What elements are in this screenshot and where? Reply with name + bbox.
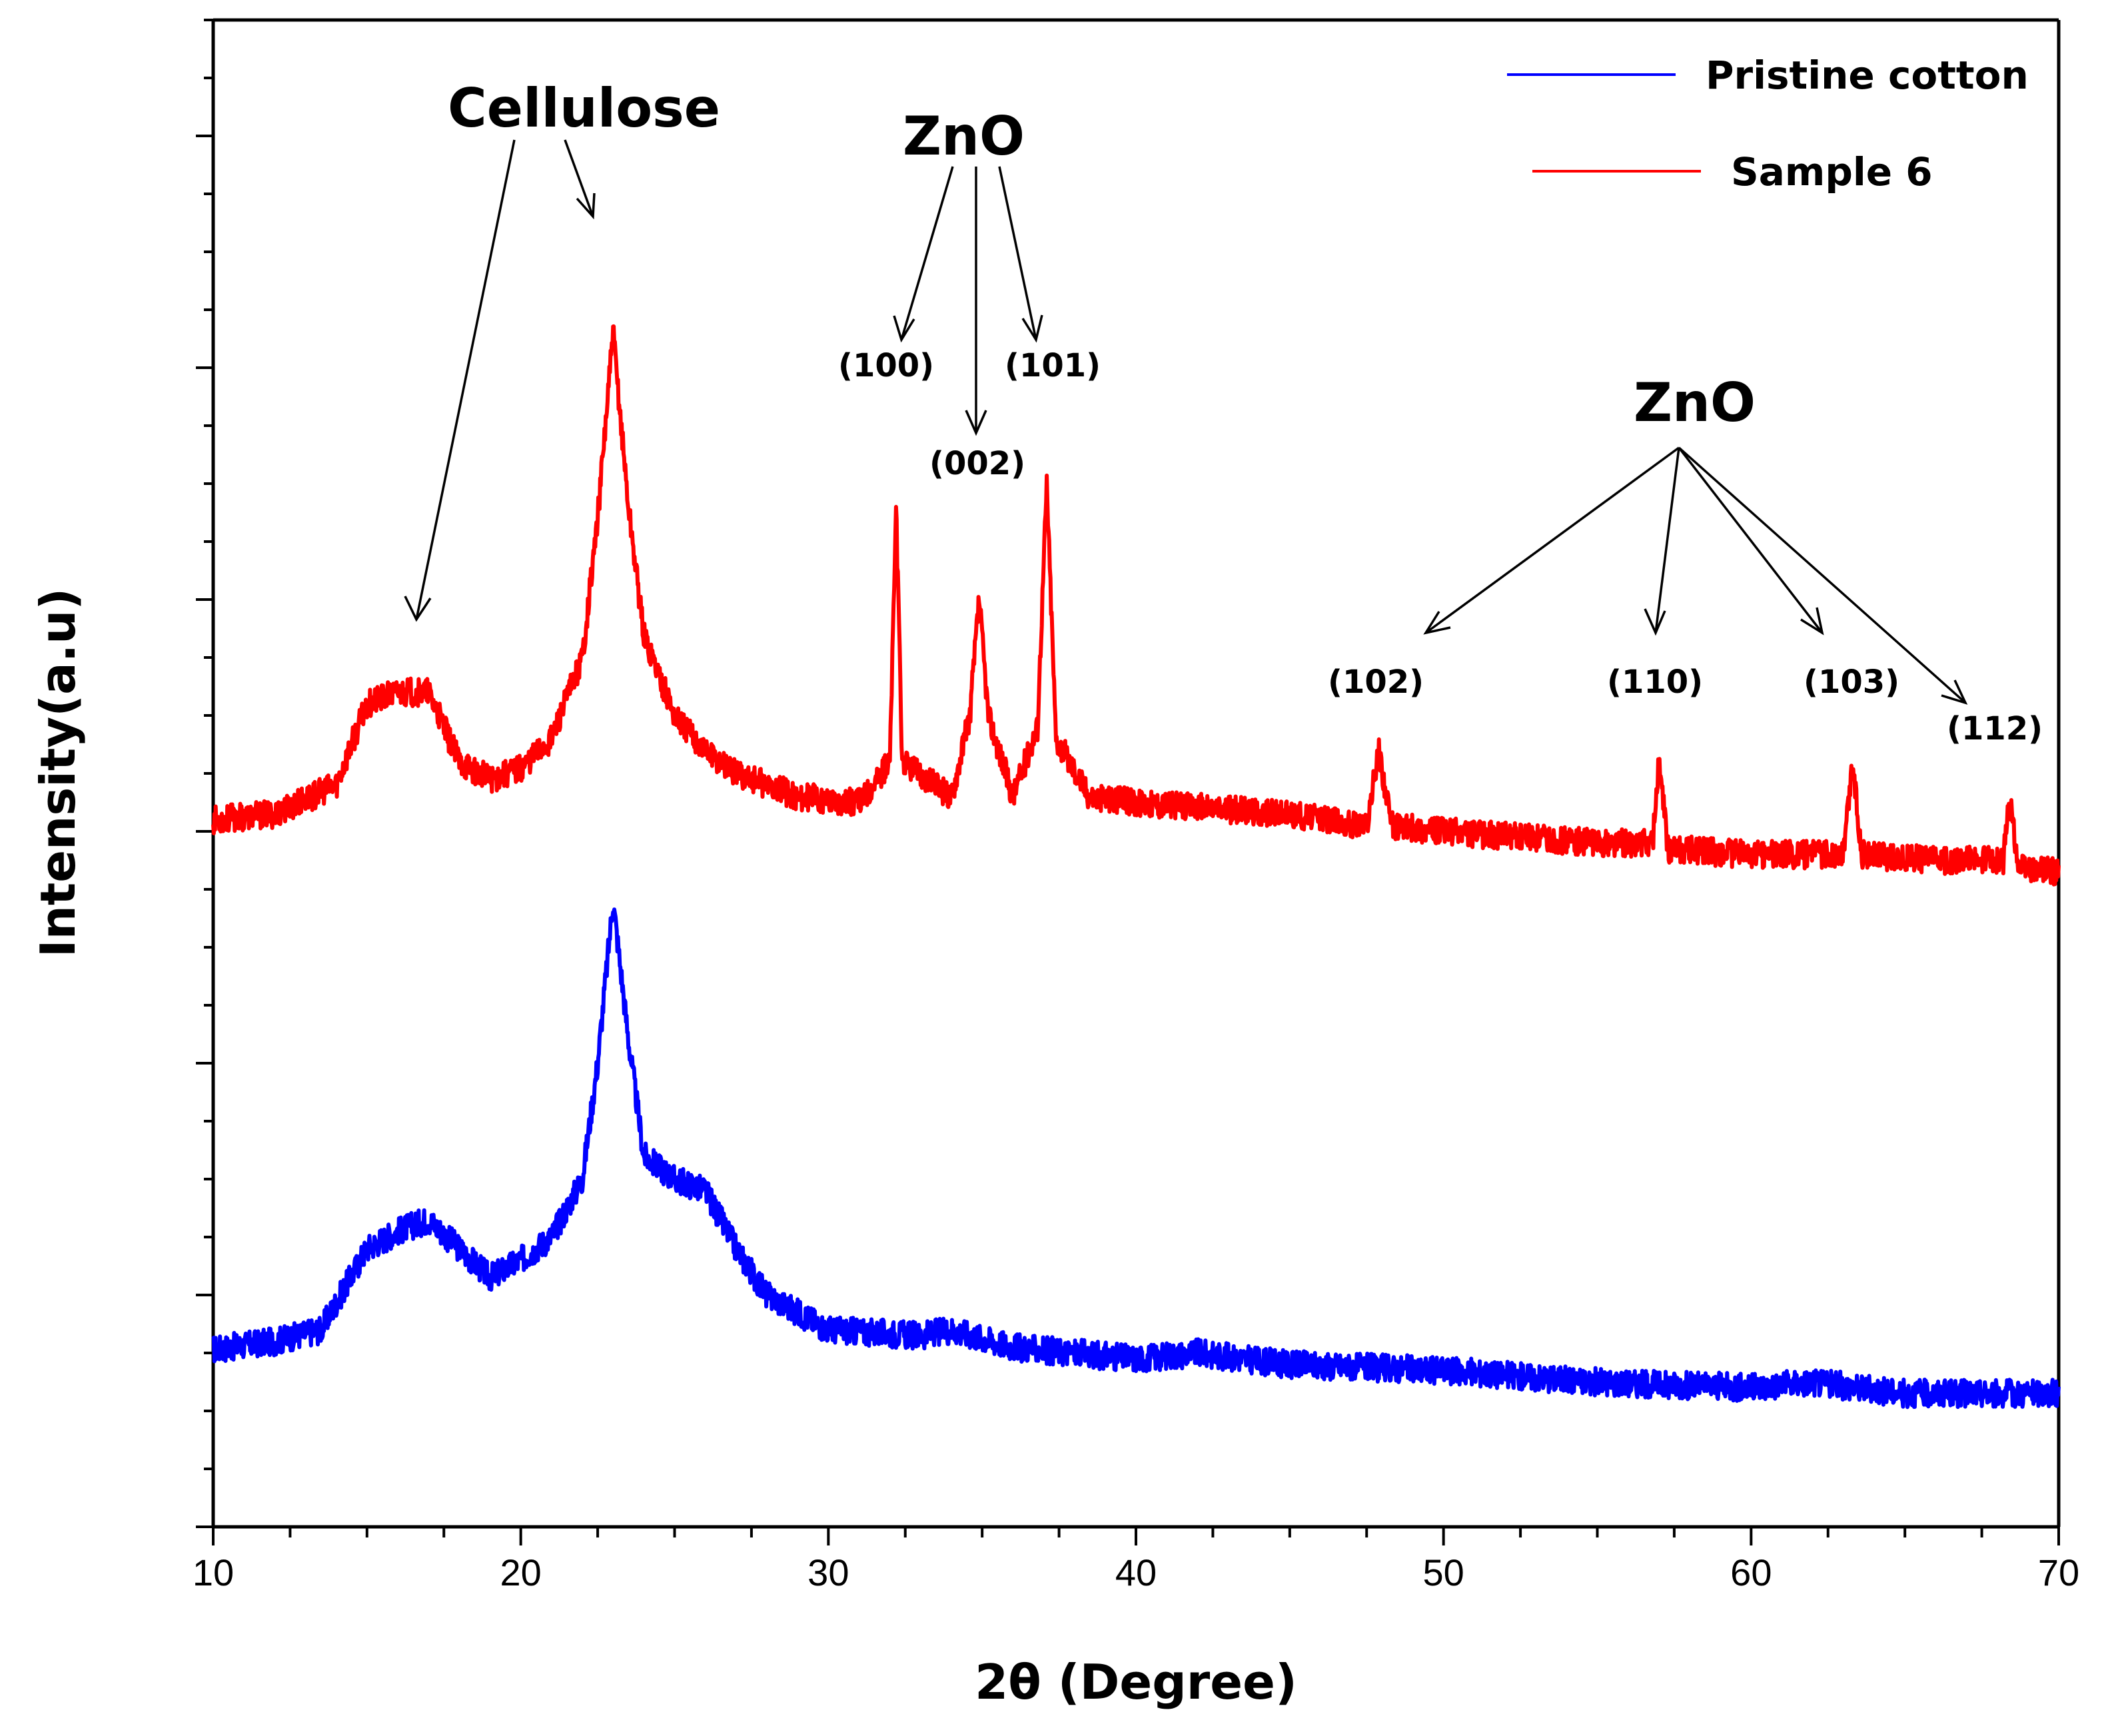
arrow-zno-112 — [1678, 446, 1967, 704]
arrow-head — [1423, 611, 1451, 635]
arrow-cellulose-left — [415, 139, 516, 620]
annotation-zno-2: ZnO — [1634, 372, 1756, 434]
arrow-head — [965, 410, 987, 436]
legend: Pristine cotton Sample 6 — [1507, 53, 2029, 195]
annotation-hkl-103: (103) — [1804, 663, 1899, 701]
arrow-head — [1021, 314, 1043, 343]
x-axis-ticks — [212, 1527, 2060, 1545]
annotation-hkl-102: (102) — [1328, 663, 1424, 701]
x-tick-label: 20 — [500, 1551, 542, 1593]
y-axis-title: Intensity(a.u) — [30, 588, 86, 957]
x-tick-label: 70 — [2038, 1551, 2079, 1593]
arrow-head — [1800, 607, 1824, 636]
annotation-hkl-112: (112) — [1947, 710, 2043, 747]
arrow-zno-100 — [900, 166, 954, 340]
arrow-head — [1941, 679, 1968, 705]
legend-label-pristine-cotton: Pristine cotton — [1706, 53, 2029, 98]
x-tick-label: 50 — [1423, 1551, 1464, 1593]
arrow-head — [404, 596, 432, 622]
series-line-sample-6 — [211, 324, 2061, 887]
arrow-head — [576, 193, 596, 220]
series-line-pristine-cotton — [211, 907, 2061, 1410]
annotation-hkl-002: (002) — [929, 445, 1025, 482]
y-axis-ticks — [196, 19, 213, 1528]
annotations: Cellulose ZnO ZnO (100) (002) (101) (102… — [404, 77, 2043, 747]
x-tick-label: 60 — [1730, 1551, 1772, 1593]
x-axis-title: 2θ (Degree) — [975, 1654, 1297, 1710]
legend-label-sample-6: Sample 6 — [1731, 149, 1933, 195]
arrow-zno-103 — [1678, 446, 1824, 634]
annotation-zno-1: ZnO — [903, 105, 1025, 167]
arrow-zno-110 — [1654, 447, 1680, 634]
arrow-head — [893, 315, 915, 343]
annotation-hkl-101: (101) — [1005, 347, 1101, 384]
x-tick-label: 30 — [807, 1551, 849, 1593]
arrow-cellulose-right — [564, 139, 594, 217]
x-tick-label: 40 — [1115, 1551, 1157, 1593]
arrow-zno-102 — [1424, 446, 1680, 634]
annotation-hkl-100: (100) — [838, 347, 934, 384]
x-axis-tick-labels: 10 20 30 40 50 60 70 — [193, 1551, 2079, 1593]
arrow-zno-101 — [998, 166, 1037, 340]
arrow-head — [1644, 608, 1666, 636]
x-tick-label: 10 — [193, 1551, 234, 1593]
annotation-cellulose: Cellulose — [448, 77, 720, 139]
annotation-hkl-110: (110) — [1607, 663, 1703, 701]
